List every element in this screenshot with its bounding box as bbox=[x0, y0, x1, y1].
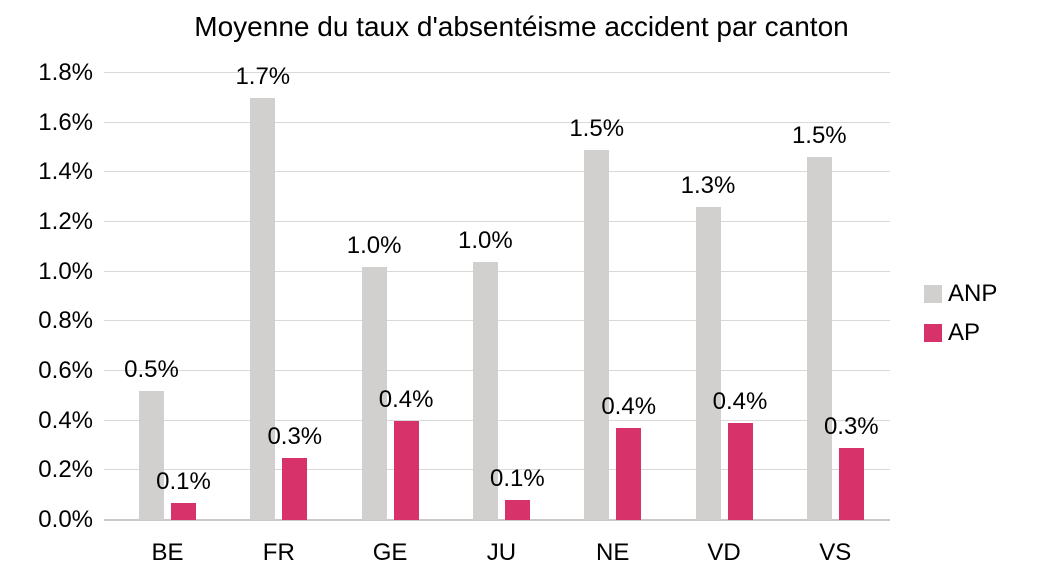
y-tick-label: 0.0% bbox=[38, 506, 93, 533]
x-axis-line bbox=[104, 519, 890, 521]
data-label-ap-ne: 0.4% bbox=[601, 393, 657, 421]
bar-ap-fr bbox=[282, 457, 308, 520]
chart-title: Moyenne du taux d'absentéisme accident p… bbox=[194, 11, 849, 42]
legend: ANP AP bbox=[924, 281, 997, 346]
y-tick-label: 1.8% bbox=[38, 59, 93, 86]
y-tick-label: 1.0% bbox=[38, 257, 93, 285]
x-tick-label-ne: NE bbox=[596, 539, 630, 566]
data-label-ap-vs: 0.3% bbox=[823, 412, 879, 440]
bar-ap-ne bbox=[616, 428, 642, 520]
data-label-ap-be: 0.1% bbox=[156, 467, 211, 495]
y-tick-label: 0.8% bbox=[38, 307, 93, 335]
data-label-ap-vd: 0.4% bbox=[712, 388, 768, 416]
bar-ap-ju bbox=[504, 500, 530, 520]
bar-ap-be bbox=[171, 502, 196, 520]
bar-anp-ge bbox=[361, 266, 387, 520]
y-tick-label: 1.6% bbox=[38, 108, 93, 136]
y-tick-label: 1.4% bbox=[38, 158, 93, 186]
x-tick-label-vs: VS bbox=[819, 539, 852, 566]
y-tick-label: 0.2% bbox=[38, 456, 93, 484]
y-tick-label: 0.6% bbox=[38, 357, 93, 384]
legend-label-anp: ANP bbox=[948, 280, 998, 307]
bar-anp-ju bbox=[472, 261, 498, 520]
data-label-ap-fr: 0.3% bbox=[267, 422, 323, 450]
legend-swatch-ap bbox=[924, 324, 942, 342]
bar-ap-vd bbox=[727, 423, 753, 520]
data-label-anp-ge: 1.0% bbox=[346, 231, 402, 259]
legend-swatch-anp bbox=[924, 285, 942, 303]
data-label-anp-fr: 1.7% bbox=[235, 62, 291, 90]
data-label-anp-ne: 1.5% bbox=[569, 114, 625, 142]
legend-entry-ap: AP bbox=[924, 320, 997, 346]
gridline bbox=[104, 72, 890, 73]
y-tick-label: 0.4% bbox=[38, 406, 93, 434]
x-tick-label-vd: VD bbox=[707, 539, 741, 566]
bar-ap-ge bbox=[393, 420, 419, 520]
x-tick-label-ju: JU bbox=[486, 539, 517, 566]
bar-ap-vs bbox=[838, 447, 864, 520]
legend-entry-anp: ANP bbox=[924, 281, 997, 307]
x-tick-label-be: BE bbox=[151, 539, 184, 566]
data-label-anp-be: 0.5% bbox=[124, 355, 179, 383]
data-label-ap-ge: 0.4% bbox=[378, 385, 434, 413]
data-label-ap-ju: 0.1% bbox=[490, 465, 545, 493]
bar-anp-vs bbox=[806, 157, 832, 520]
bar-anp-be bbox=[139, 390, 164, 520]
x-tick-label-ge: GE bbox=[372, 539, 408, 566]
legend-label-ap: AP bbox=[948, 319, 981, 346]
gridline bbox=[104, 221, 890, 222]
data-label-anp-vs: 1.5% bbox=[791, 122, 847, 150]
gridline bbox=[104, 171, 890, 173]
bar-anp-fr bbox=[250, 97, 276, 520]
data-label-anp-ju: 1.0% bbox=[458, 226, 513, 254]
data-label-anp-vd: 1.3% bbox=[680, 172, 736, 200]
bar-anp-vd bbox=[695, 207, 721, 520]
gridline bbox=[104, 121, 890, 123]
x-tick-label-fr: FR bbox=[262, 539, 295, 566]
bar-anp-ne bbox=[584, 149, 610, 520]
y-tick-label: 1.2% bbox=[38, 208, 93, 235]
